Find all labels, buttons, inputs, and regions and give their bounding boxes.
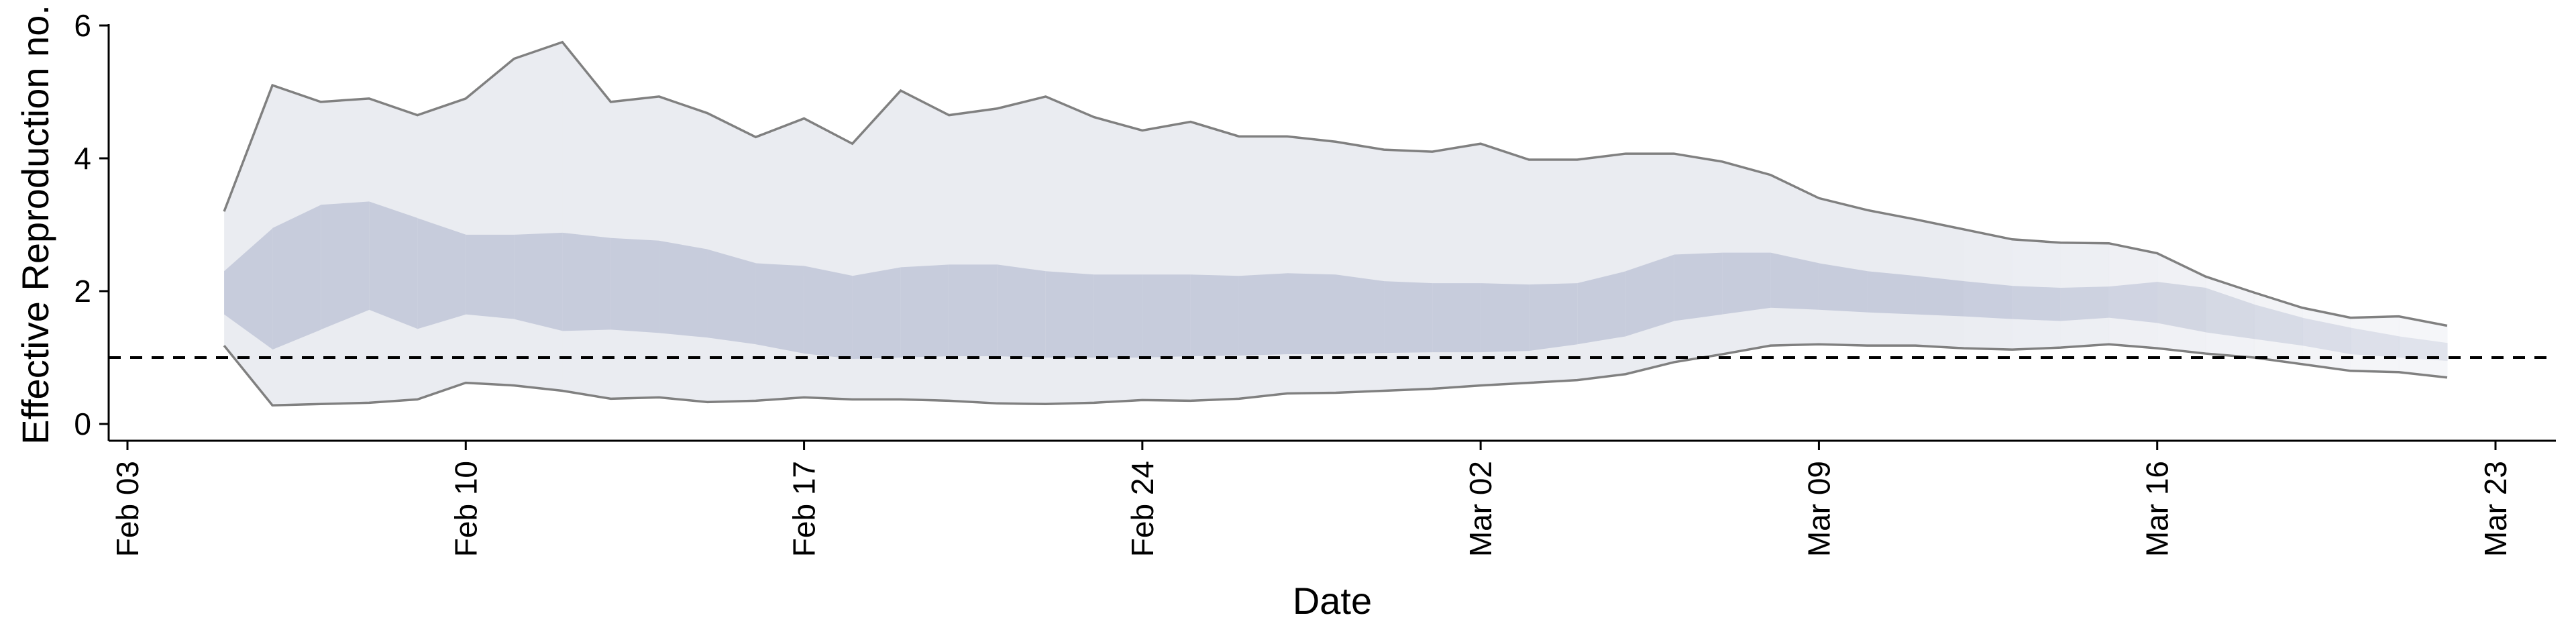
outer-interval-segment [1287, 136, 1336, 394]
inner-interval-segment [1964, 281, 2013, 319]
y-tick-label: 0 [74, 407, 91, 441]
inner-interval-segment [2398, 336, 2448, 361]
inner-interval-segment [1819, 263, 1868, 313]
inner-interval-segment [1722, 252, 1771, 315]
inner-interval-segment [852, 267, 902, 359]
x-axis-ticks: Feb 03 Feb 10 Feb 17 Feb 24 Mar 02 Mar 09 Mar … [110, 441, 2513, 557]
y-axis-title: Effective Reproduction no. [14, 5, 56, 445]
x-tick-label: Mar 16 [2140, 461, 2175, 557]
outer-interval-segment [1093, 117, 1143, 403]
inner-interval-segment [321, 201, 370, 330]
inner-interval-segment [2350, 327, 2400, 358]
inner-interval-segment [804, 266, 853, 359]
upper-bound-line [223, 40, 2448, 327]
outer-interval-segment [2398, 316, 2448, 378]
x-tick-label: Feb 10 [448, 461, 483, 557]
inner-interval-segment [1384, 281, 1433, 354]
x-tick-label: Mar 09 [1801, 461, 1836, 557]
inner-interval-segment [949, 264, 998, 357]
outer-interval-segment [466, 58, 515, 386]
inner-interval-segment [1238, 273, 1288, 356]
inner-interval-segment [1481, 283, 1529, 353]
inner-interval-segment [659, 240, 708, 338]
outer-interval-segment [1384, 150, 1433, 391]
x-tick-label: Mar 02 [1463, 461, 1498, 557]
inner-interval-segment [2060, 286, 2110, 321]
inner-interval-segment [2205, 288, 2255, 339]
inner-interval-segment [466, 234, 515, 319]
outer-interval-segment [1336, 142, 1385, 393]
y-tick-label: 2 [74, 274, 91, 309]
outer-interval-segment [514, 42, 563, 391]
inner-interval-segment [1190, 274, 1240, 357]
x-tick-label: Feb 03 [110, 461, 145, 557]
inner-interval-segment [1529, 283, 1578, 352]
inner-interval-segment [2302, 317, 2351, 355]
inner-interval-segment [514, 232, 563, 331]
inner-interval-segment [1770, 252, 1820, 310]
x-axis-title: Date [1293, 580, 1372, 622]
y-axis-ticks: 0 2 4 6 [74, 8, 109, 441]
inner-interval-segment [417, 218, 466, 329]
outer-interval-segment [1045, 96, 1095, 405]
inner-interval-segment [1625, 254, 1674, 337]
inner-interval-segment [1336, 274, 1385, 355]
inner-interval-segment [707, 249, 757, 345]
inner-interval-segment [1915, 276, 1965, 317]
inner-interval-segment [1093, 274, 1143, 358]
inner-interval-segment [610, 237, 660, 333]
inner-interval-segment [1287, 273, 1336, 355]
outer-interval-segment [562, 42, 612, 399]
inner-interval-segment [755, 263, 805, 354]
outer-interval-segment [1238, 136, 1288, 399]
inner-interval-segment [2253, 304, 2303, 346]
lower-bound-line [223, 343, 2448, 407]
interval-bound-lines [223, 40, 2448, 407]
y-tick-label: 4 [74, 141, 91, 176]
inner-interval-segment [1674, 252, 1723, 321]
inner-interval-segment [1432, 283, 1481, 353]
inner-interval-segment [900, 264, 950, 358]
credible-interval-bands [224, 42, 2448, 406]
inner-interval-segment [1577, 271, 1626, 345]
inner-interval-segment [1867, 271, 1917, 315]
inner-interval-segment [2108, 282, 2158, 323]
inner-interval-segment [369, 201, 418, 329]
inner-interval-segment [562, 232, 612, 331]
outer-interval-segment [949, 108, 998, 404]
inner-interval-segment [997, 264, 1046, 358]
x-tick-label: Feb 17 [787, 461, 822, 557]
x-tick-label: Mar 23 [2478, 461, 2513, 557]
inner-interval-segment [1142, 274, 1191, 358]
x-tick-label: Feb 24 [1125, 461, 1160, 557]
inner-interval-segment [224, 227, 273, 350]
y-tick-label: 6 [74, 8, 91, 43]
axes: 0 2 4 6 Feb 03 Feb 10 Feb 17 Feb 24 Mar 02 Mar 0… [74, 8, 2556, 557]
inner-interval-segment [2012, 286, 2061, 321]
inner-interval-segment [1045, 271, 1095, 358]
outer-interval-segment [1577, 154, 1626, 380]
inner-interval-segment [272, 205, 321, 350]
inner-interval-segment [2157, 282, 2206, 333]
